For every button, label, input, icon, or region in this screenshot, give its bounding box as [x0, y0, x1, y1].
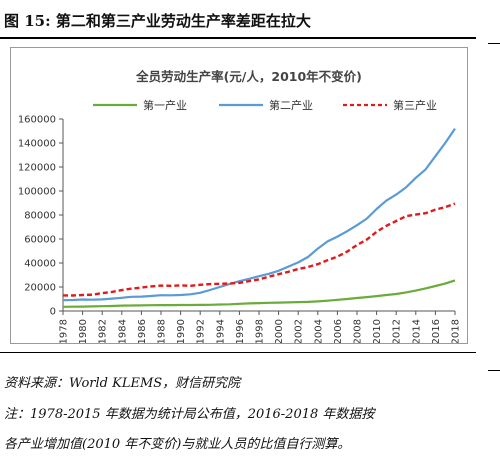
chart-title: 全员劳动生产率(元/人，2010年不变价) [135, 69, 362, 84]
x-tick-label-2: 1982 [98, 319, 109, 343]
figure-label: 图 15: [4, 12, 51, 30]
x-tick-label-6: 1990 [176, 319, 187, 343]
x-tick-label-7: 1992 [196, 319, 207, 343]
series-line-1 [62, 279, 456, 308]
title-rule [0, 37, 476, 39]
x-tick-label-10: 1998 [255, 319, 266, 343]
legend-label-1: 第一产业 [143, 98, 187, 112]
x-tick-label-5: 1988 [157, 319, 168, 343]
y-tick-label-3: 60000 [24, 235, 56, 246]
y-tick-label-7: 140000 [18, 139, 56, 150]
series-line-3 [62, 202, 456, 297]
legend-label-2: 第二产业 [269, 98, 313, 112]
x-tick-label-18: 2014 [411, 319, 422, 343]
source-text: 资料来源：World KLEMS，财信研究院 [4, 376, 241, 391]
x-tick-label-16: 2010 [372, 319, 383, 343]
note-line-1: 注：1978-2015 年数据为统计局公布值，2016-2018 年数据按 [4, 407, 375, 422]
y-tick-label-5: 100000 [18, 187, 56, 198]
x-tick-label-13: 2004 [313, 319, 324, 343]
x-tick-label-8: 1994 [215, 319, 226, 343]
y-tick-label-4: 80000 [24, 211, 56, 222]
figure-title-text: 第二和第三产业劳动生产率差距在拉大 [55, 12, 311, 30]
productivity-chart: 全员劳动生产率(元/人，2010年不变价) 第一产业 第二产业 第三产业 0 20000 4… [18, 69, 462, 343]
y-tick-label-6: 120000 [18, 163, 56, 174]
edge-mark-bottom [488, 370, 500, 371]
footer-rule [0, 352, 476, 353]
x-tick-label-11: 2000 [274, 319, 285, 343]
series-line-2 [62, 127, 456, 302]
edge-mark-top [488, 43, 500, 44]
y-tick-label-1: 20000 [24, 283, 56, 294]
legend-label-3: 第三产业 [393, 98, 437, 112]
y-tick-label-2: 40000 [24, 259, 56, 270]
x-tick-label-17: 2012 [392, 319, 403, 343]
x-tick-label-19: 2016 [431, 319, 442, 343]
note-line-2: 各产业增加值(2010 年不变价)与就业人员的比值自行测算。 [4, 437, 351, 452]
x-tick-label-1: 1980 [78, 319, 89, 343]
x-tick-label-3: 1984 [117, 319, 128, 343]
x-tick-label-14: 2006 [333, 319, 344, 343]
y-tick-label-8: 160000 [18, 115, 56, 126]
x-tick-label-9: 1996 [235, 319, 246, 343]
x-tick-label-20: 2018 [451, 319, 462, 343]
chart-frame: 全员劳动生产率(元/人，2010年不变价) 第一产业 第二产业 第三产业 0 20000 4… [10, 47, 468, 344]
x-tick-label-4: 1986 [137, 319, 148, 343]
figure-title: 图 15: 第二和第三产业劳动生产率差距在拉大 [4, 10, 474, 31]
y-tick-label-0: 0 [50, 307, 56, 318]
x-tick-label-15: 2008 [353, 319, 364, 343]
x-tick-label-12: 2002 [294, 319, 305, 343]
x-tick-label-0: 1978 [59, 319, 70, 343]
